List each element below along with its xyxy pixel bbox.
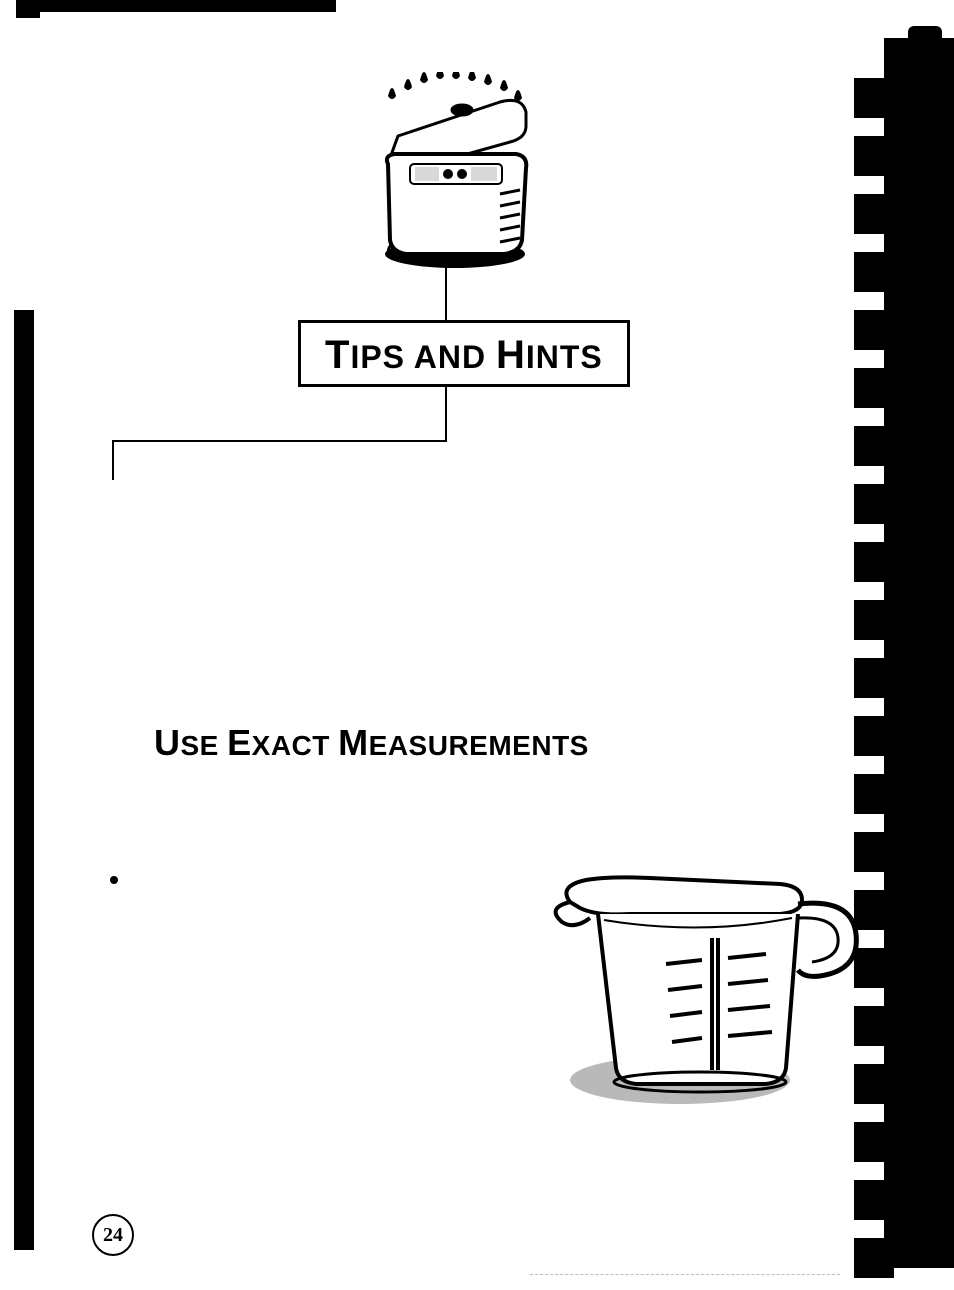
spiral-tooth bbox=[854, 136, 894, 176]
title-frag: INTS bbox=[526, 339, 603, 375]
title-frag: IPS bbox=[350, 339, 405, 375]
section-heading: USE EXACT MEASUREMENTS bbox=[154, 722, 589, 764]
title-frag: AND bbox=[414, 339, 496, 375]
spiral-tooth bbox=[854, 1238, 894, 1278]
spiral-tooth bbox=[854, 716, 894, 756]
title-box: TIPS AND HINTS bbox=[298, 320, 630, 387]
scan-artifact-bottom bbox=[530, 1274, 840, 1280]
spiral-tooth bbox=[854, 426, 894, 466]
bread-maker-illustration bbox=[340, 72, 560, 272]
spiral-tooth bbox=[854, 600, 894, 640]
page-number: 24 bbox=[92, 1214, 134, 1256]
spiral-binding bbox=[884, 38, 954, 1268]
spiral-tooth bbox=[854, 1122, 894, 1162]
stray-dot bbox=[858, 800, 864, 806]
connector-line-top bbox=[445, 258, 447, 324]
measuring-cup-illustration bbox=[540, 858, 870, 1118]
page-number-value: 24 bbox=[103, 1224, 123, 1247]
spiral-tooth bbox=[854, 310, 894, 350]
spiral-tooth bbox=[854, 658, 894, 698]
spiral-tooth bbox=[854, 368, 894, 408]
spiral-tooth bbox=[854, 194, 894, 234]
bullet-dot bbox=[110, 876, 118, 884]
connector-line-mid-v2 bbox=[112, 440, 114, 480]
spiral-tooth bbox=[854, 484, 894, 524]
spiral-tooth bbox=[854, 78, 894, 118]
spiral-tooth bbox=[854, 1180, 894, 1220]
page-title: TIPS AND HINTS bbox=[325, 333, 603, 378]
spiral-tooth bbox=[854, 252, 894, 292]
spiral-tooth bbox=[854, 774, 894, 814]
scan-artifact-top-bar bbox=[36, 0, 336, 12]
connector-line-mid-h bbox=[112, 440, 447, 442]
spiral-tooth bbox=[854, 542, 894, 582]
connector-line-mid-v bbox=[445, 384, 447, 441]
scan-artifact-left-bar bbox=[14, 310, 34, 1250]
